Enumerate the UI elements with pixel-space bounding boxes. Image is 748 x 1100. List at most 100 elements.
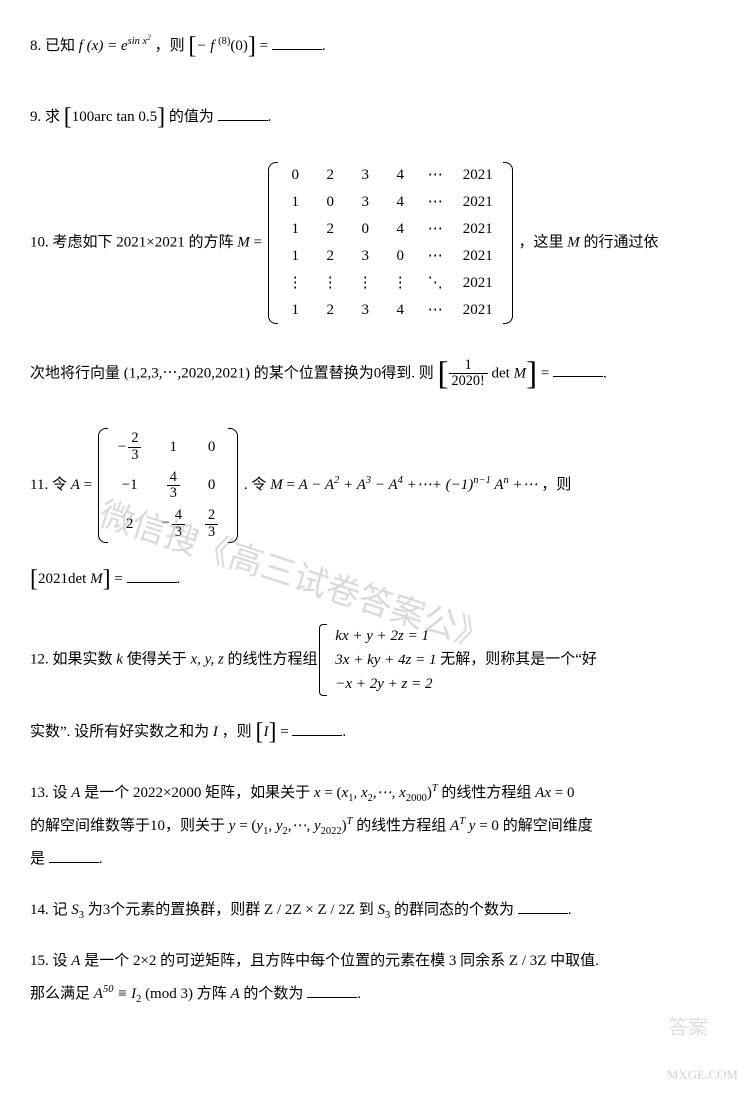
cell: 0 <box>348 216 383 243</box>
q10-line2a: 次地将行向量 (1,2,3,⋯,2020,2021) 的某个位置替换为0得到. … <box>30 365 438 381</box>
q10-M: M <box>237 234 250 250</box>
num: 1 <box>449 358 488 375</box>
q8-exp2: 2 <box>147 32 151 41</box>
q11-eq2: = <box>286 477 298 493</box>
cell: −43 <box>151 505 195 543</box>
q11-A: A <box>71 477 80 493</box>
q12-xyz: x, y, z <box>190 651 223 667</box>
q11-pre: 令 <box>52 477 71 493</box>
q14-S3b: S3 <box>378 902 391 918</box>
case-line: −x + 2y + z = 2 <box>335 672 436 696</box>
q12-dot: . <box>342 724 346 740</box>
cell: 0 <box>313 189 348 216</box>
cell: 2021 <box>453 216 503 243</box>
cell: 3 <box>348 162 383 189</box>
paren-r <box>228 428 238 543</box>
q15-mid1: 是一个 2×2 的可逆矩阵，且方阵中每个位置的元素在模 3 同余系 <box>84 953 509 969</box>
q13-xvec: x1, x2,⋯, x2000 <box>342 785 427 801</box>
q12-pre: 如果实数 <box>53 651 117 667</box>
q9-dot: . <box>268 109 272 125</box>
q11-dot: . <box>177 571 181 587</box>
q8-zero: (0) <box>230 38 248 54</box>
brace-l <box>319 624 327 696</box>
cell: −23 <box>108 428 152 466</box>
cell: 23 <box>195 505 228 543</box>
q8-dot: . <box>322 38 326 54</box>
matrix-table: 0234⋯2021 1034⋯2021 1204⋯2021 1230⋯2021 … <box>278 162 503 324</box>
cell: 2021 <box>453 162 503 189</box>
q14-dot: . <box>568 902 572 918</box>
q14-post: 的群同态的个数为 <box>394 902 514 918</box>
q13-Ax: Ax <box>535 785 551 801</box>
cell: ⋯ <box>418 189 453 216</box>
problem-11: 11. 令 A = −2310 −1430 2−4323 . 令 M = A −… <box>30 428 718 606</box>
bracket-l: [ <box>438 356 449 392</box>
cell: 4 <box>383 297 418 324</box>
q11-series: A − A2 + A3 − A4 +⋯+ (−1)n−1 An +⋯ <box>299 477 538 493</box>
watermark-corner: MXGE.COM <box>667 1061 738 1090</box>
cell: 0 <box>278 162 313 189</box>
q15-pre: 设 <box>53 953 72 969</box>
matrix-table: −2310 −1430 2−4323 <box>108 428 228 543</box>
q8-sup8: (8) <box>218 36 230 47</box>
cell: 2021 <box>453 243 503 270</box>
blank <box>292 721 342 736</box>
q13-T2: T <box>347 816 353 827</box>
q9-pre: 求 <box>45 109 64 125</box>
case-line: 3x + ky + 4z = 1 <box>335 648 436 672</box>
q13-A: A <box>71 785 80 801</box>
q15-A50: A50 ≡ I2 <box>94 986 142 1002</box>
cell: ⋮ <box>348 270 383 297</box>
matrix-A: −2310 −1430 2−4323 <box>100 428 236 543</box>
q11-post: ，则 <box>541 477 571 493</box>
q10-M2: M <box>567 234 580 250</box>
den: 2020! <box>449 374 488 390</box>
q14-S3: S3 <box>71 902 84 918</box>
q13-line3: 是 . <box>30 843 718 876</box>
case-line: kx + y + 2z = 1 <box>335 624 436 648</box>
q12-eq: = <box>280 724 288 740</box>
q15-Z3: Z / 3Z <box>509 953 547 969</box>
cell: −1 <box>108 467 152 505</box>
frac: 12020! <box>449 358 488 390</box>
problem-10: 10. 考虑如下 2021×2021 的方阵 M = 0234⋯2021 103… <box>30 162 718 411</box>
q15-num: 15. <box>30 953 49 969</box>
cell: 0 <box>195 467 228 505</box>
q15-A2: A <box>231 986 240 1002</box>
q13-eq0: = 0 <box>555 785 575 801</box>
q10-eq: = <box>253 234 265 250</box>
q10-M3: M <box>514 365 527 381</box>
q14-grp: Z / 2Z × Z / 2Z <box>264 902 355 918</box>
blank <box>518 899 568 914</box>
q13-eq2: = ( <box>239 818 256 834</box>
q12-I: I <box>213 724 218 740</box>
q11-l2M: M <box>90 571 103 587</box>
q13-line2a: 的解空间维数等于10，则关于 <box>30 818 229 834</box>
q13-dot: . <box>99 851 103 867</box>
blank <box>218 106 268 121</box>
q13-x: x <box>314 785 321 801</box>
q12-mid3: ，则 <box>222 724 256 740</box>
q8-eq: = <box>260 38 268 54</box>
q15-mod: (mod 3) <box>145 986 193 1002</box>
cell: 4 <box>383 162 418 189</box>
q9-post: 的值为 <box>169 109 214 125</box>
cell: 2 <box>313 243 348 270</box>
q13-yvec: y1, y2,⋯, y2022 <box>256 818 341 834</box>
q9-num: 9. <box>30 109 41 125</box>
paren-r <box>503 162 513 324</box>
cell: 1 <box>278 189 313 216</box>
cell: ⋯ <box>418 243 453 270</box>
q10-num: 10. <box>30 234 49 250</box>
q13-T1: T <box>432 783 438 794</box>
q12-num: 12. <box>30 651 49 667</box>
problem-9: 9. 求 [100arc tan 0.5] 的值为 . <box>30 91 718 144</box>
q8-neg: − <box>196 38 210 54</box>
q10-eq2: = <box>541 365 549 381</box>
q11-l2eq: = <box>114 571 122 587</box>
q12-post1: 无解，则称其是一个“好 <box>440 651 597 667</box>
problem-13: 13. 设 A 是一个 2022×2000 矩阵，如果关于 x = (x1, x… <box>30 777 718 876</box>
q12-line2: 实数”. 设所有好实数之和为 I ，则 [I] = . <box>30 706 718 759</box>
q10-post2: 的行通过依 <box>583 234 658 250</box>
cell: 1 <box>278 216 313 243</box>
